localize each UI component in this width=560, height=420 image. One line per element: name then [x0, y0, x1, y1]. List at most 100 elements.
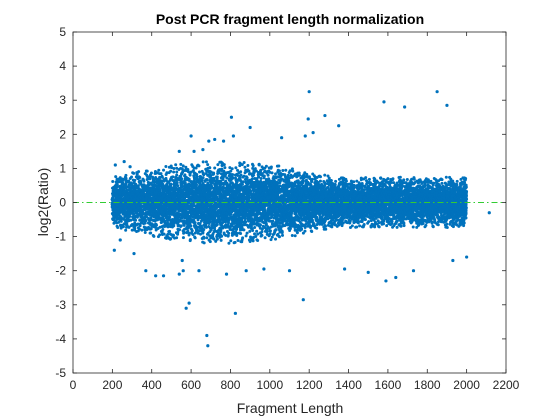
scatter-point-665: [133, 178, 137, 182]
scatter-point-4236: [258, 223, 262, 227]
scatter-point-3776: [242, 228, 246, 232]
scatter-point-2210: [187, 231, 191, 235]
scatter-point-3758: [241, 180, 245, 184]
scatter-point-3454: [231, 173, 235, 177]
scatter-point-1362: [158, 233, 162, 237]
scatter-point-1842: [175, 170, 179, 174]
scatter-point-1771: [172, 167, 176, 171]
scatter-point-2723: [206, 163, 210, 167]
scatter-point-3429: [230, 167, 234, 171]
scatter-point-4874: [280, 229, 284, 233]
scatter-point-3393: [229, 239, 233, 243]
scatter-point-493: [127, 215, 131, 219]
scatter-point-48: [112, 221, 116, 225]
scatter-point-2046: [181, 164, 185, 168]
scatter-point-4068: [253, 232, 257, 236]
scatter-point-1128: [149, 227, 153, 231]
scatter-point-1756: [172, 170, 176, 174]
scatter-point-2705: [205, 236, 209, 240]
scatter-point-1942: [178, 228, 182, 232]
scatter-point-2597: [201, 160, 205, 164]
scatter-point-4418: [264, 164, 268, 168]
scatter-point-3827: [244, 220, 248, 224]
scatter-point-1884: [176, 232, 180, 236]
scatter-point-1076: [148, 177, 152, 181]
scatter-point-166: [116, 226, 120, 230]
scatter-point-552: [130, 175, 134, 179]
scatter-point-3340: [227, 231, 231, 235]
scatter-point-4250: [259, 177, 263, 181]
scatter-point-4010: [250, 177, 254, 181]
scatter-point-1641: [168, 229, 172, 233]
scatter-point-477: [127, 225, 131, 229]
scatter-point-446: [126, 188, 130, 192]
scatter-point-3679: [239, 232, 243, 235]
scatter-point-1760: [171, 233, 175, 237]
scatter-point-3936: [248, 229, 252, 233]
scatter-point-1600: [166, 232, 170, 236]
scatter-point-4878: [281, 168, 285, 172]
scatter-point-4455: [266, 173, 270, 177]
scatter-point-2240: [188, 239, 192, 243]
scatter-point-4965: [284, 168, 288, 172]
scatter-point-3125: [219, 234, 223, 238]
scatter-point-3918: [247, 194, 251, 198]
scatter-point-1467: [162, 168, 166, 172]
scatter-point-3525: [233, 240, 237, 244]
scatter-point-4441: [265, 230, 269, 234]
scatter-point-4210: [257, 163, 261, 167]
scatter-point-4591: [271, 219, 275, 223]
scatter-point-773: [137, 170, 141, 174]
scatter-point-4549: [269, 165, 273, 169]
scatter-point-334: [122, 217, 126, 221]
scatter-point-1648: [168, 215, 172, 219]
scatter-point-2424: [195, 183, 199, 187]
scatter-point-3453: [231, 188, 235, 192]
scatter-point-3868: [245, 231, 249, 235]
scatter-point-3830: [244, 234, 248, 238]
scatter-point-4781: [277, 169, 281, 173]
scatter-point-964: [144, 219, 148, 223]
scatter-point-180: [117, 220, 121, 224]
scatter-point-3685: [239, 170, 243, 174]
scatter-point-590: [130, 228, 134, 232]
scatter-point-2371: [193, 236, 197, 240]
scatter-point-2687: [204, 160, 208, 164]
scatter-point-4523: [268, 229, 272, 233]
scatter-point-2618: [202, 235, 206, 239]
scatter-point-1133: [149, 171, 153, 175]
scatter-point-2911: [212, 172, 216, 176]
scatter-point-3607: [236, 238, 240, 242]
scatter-point-1737: [171, 175, 175, 179]
scatter-point-1995: [179, 224, 183, 228]
scatter-point-3802: [243, 165, 247, 169]
scatter-point-1813: [173, 209, 177, 213]
scatter-point-2051: [182, 231, 186, 235]
scatter-point-4765: [277, 164, 281, 168]
scatter-point-3020: [215, 175, 219, 179]
scatter-point-1824: [174, 163, 178, 167]
scatter-point-3772: [242, 160, 246, 164]
scatter-point-4292: [260, 233, 264, 237]
scatter-point-4299: [260, 230, 264, 234]
scatter-point-4048: [252, 173, 256, 177]
scatter-point-3336: [227, 241, 231, 245]
scatter-point-1691: [169, 182, 173, 186]
scatter-point-3677: [239, 173, 243, 177]
data-points: [110, 90, 491, 348]
scatter-point-3323: [226, 234, 230, 238]
scatter-point-2289: [190, 229, 194, 233]
scatter-point-2257: [189, 224, 193, 228]
scatter-point-2932: [212, 230, 216, 234]
scatter-point-3010: [215, 237, 219, 241]
scatter-point-1689: [169, 237, 173, 241]
scatter-point-339: [121, 177, 125, 181]
scatter-point-3108: [219, 230, 223, 234]
scatter-point-660: [133, 221, 137, 225]
scatter-point-1452: [161, 228, 165, 232]
scatter-point-3034: [216, 163, 220, 167]
scatter-point-1001: [145, 169, 149, 173]
scatter-point-3528: [234, 166, 238, 170]
scatter-point-784: [137, 227, 141, 231]
